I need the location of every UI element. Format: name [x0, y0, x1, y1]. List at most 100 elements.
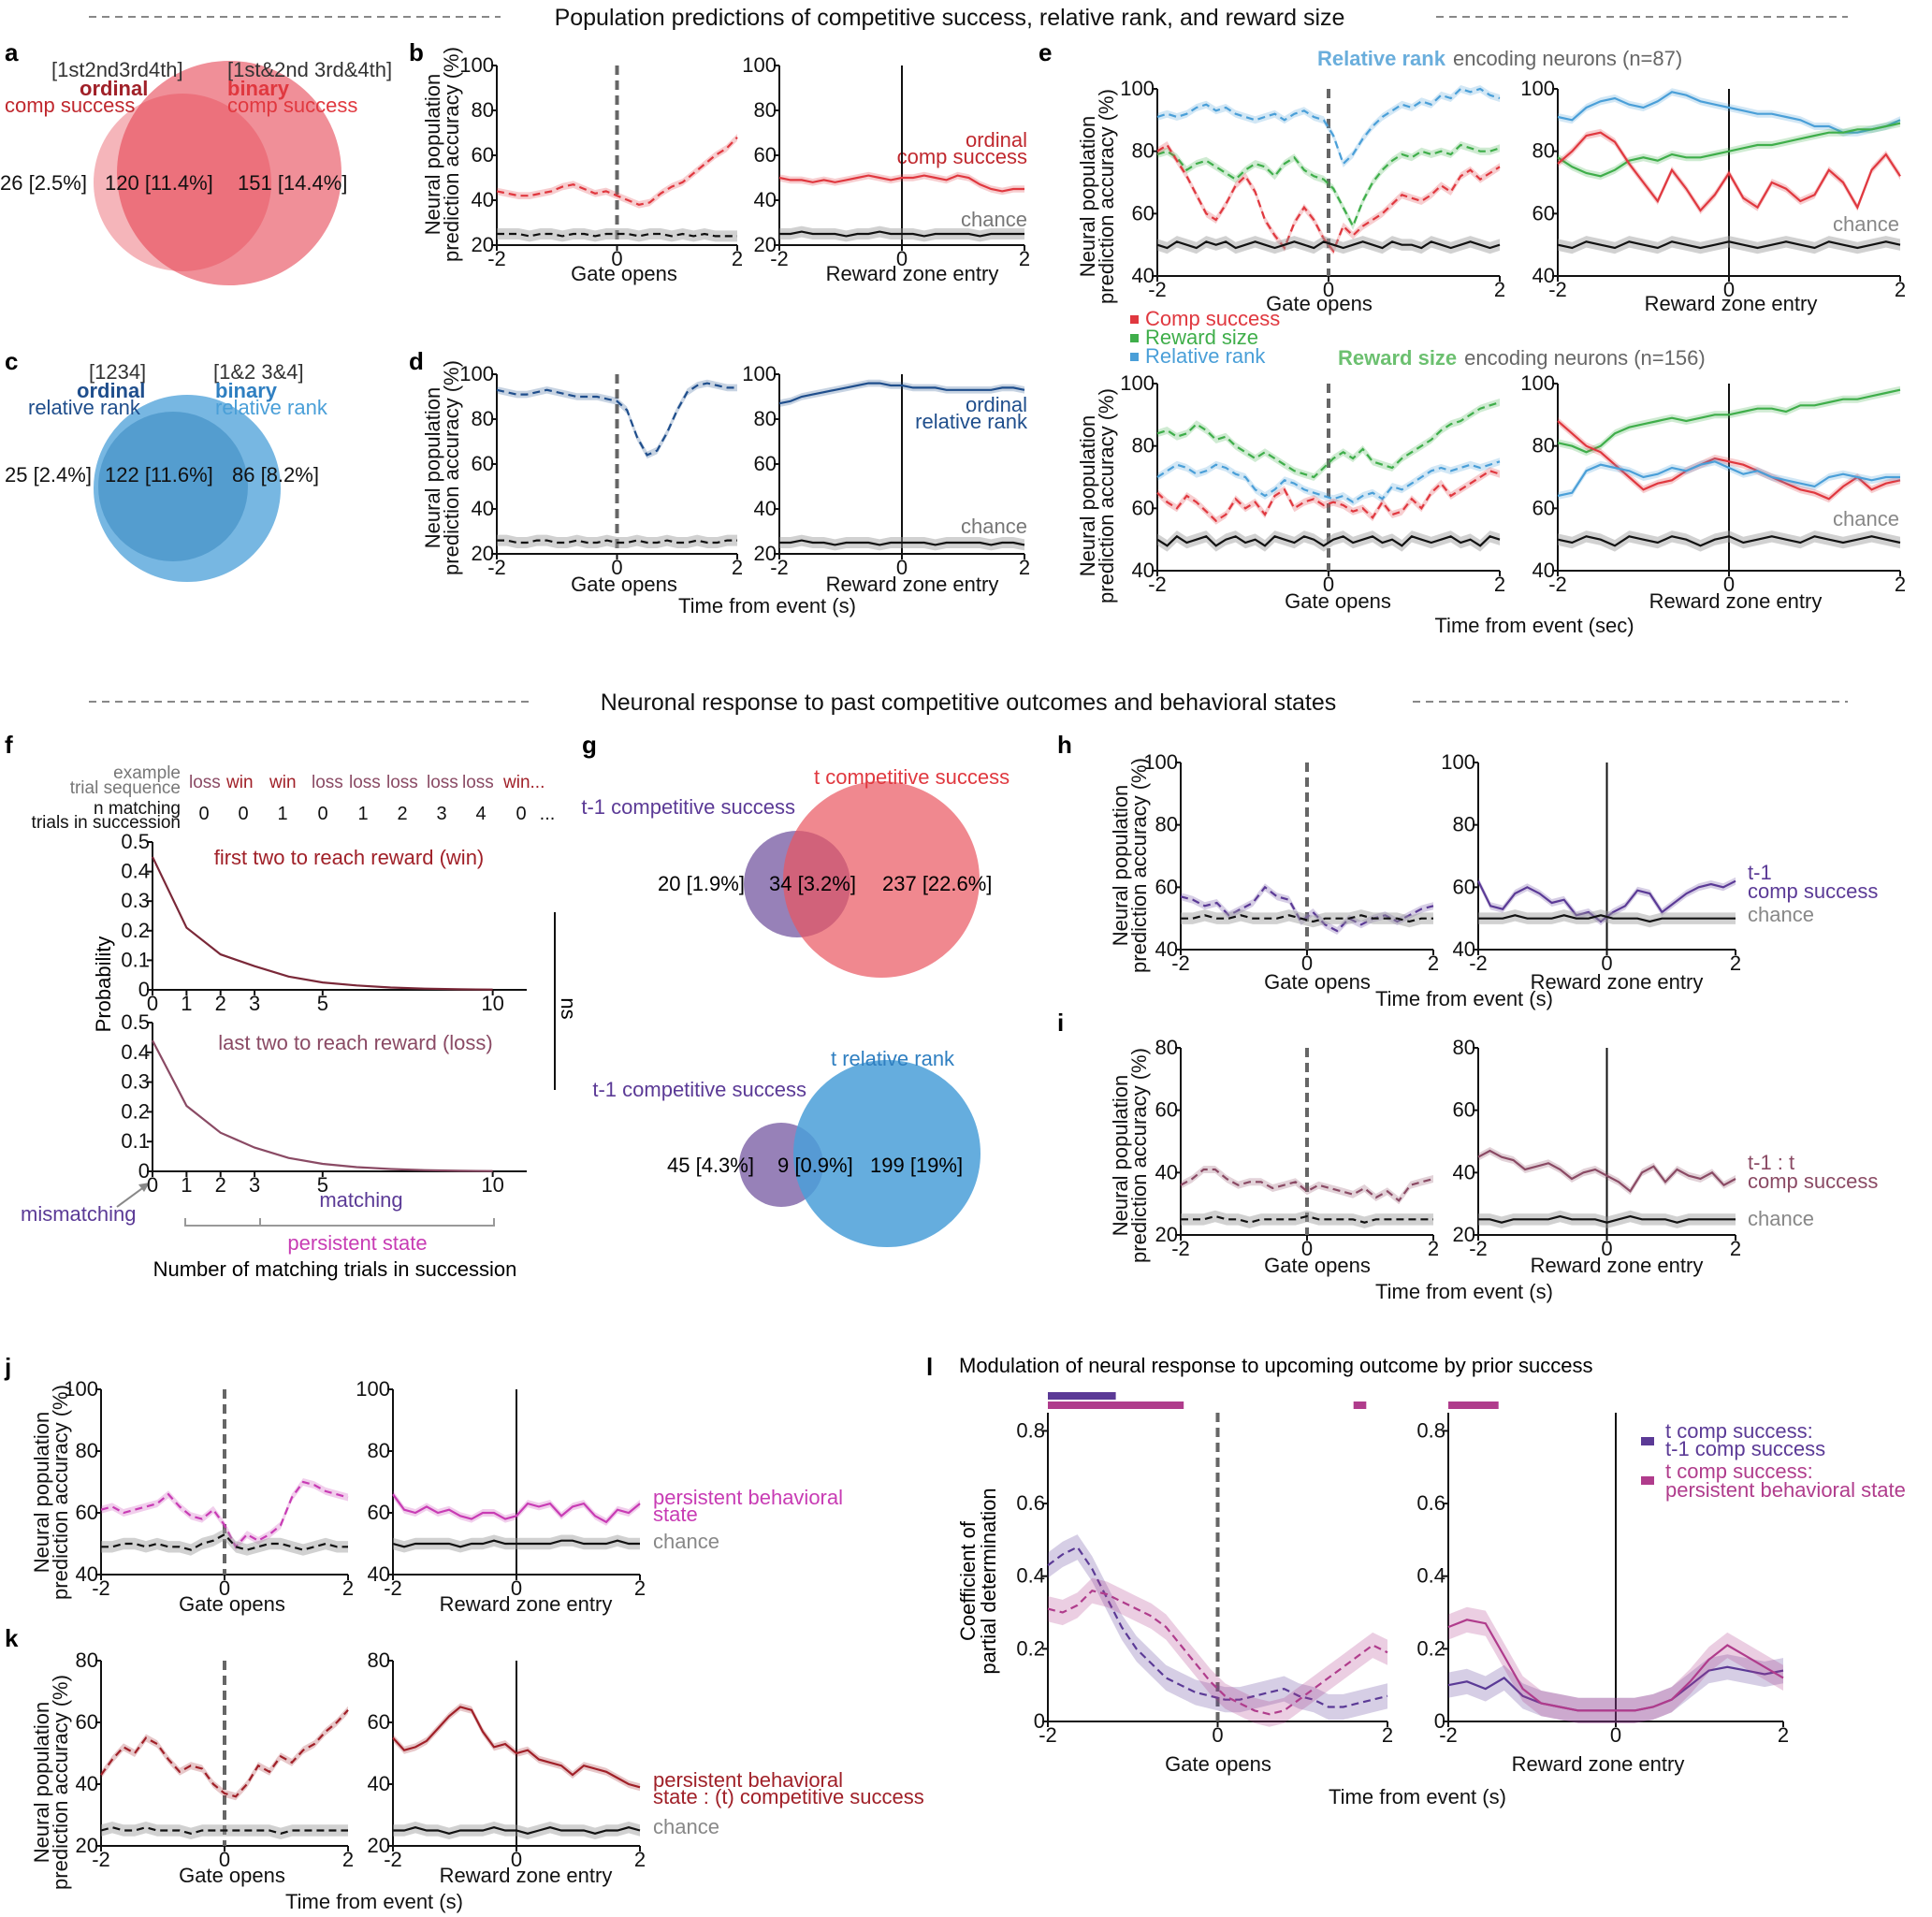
band-ordinal relative rank [779, 379, 1024, 407]
venn-c-left-bracket: [1234] [89, 360, 146, 384]
e-top-title-a: Relative rank [1317, 47, 1446, 70]
y-tick-label: 40 [1155, 1160, 1178, 1184]
venn-c-right-bracket: [1&2 3&4] [213, 360, 304, 384]
significance-bar [1048, 1401, 1184, 1409]
x-tick-label: -2 [770, 247, 789, 270]
e-legend-comp: Comp success [1145, 307, 1280, 330]
x-tick-label: -2 [1171, 1237, 1190, 1260]
series-line-chance [1557, 240, 1901, 250]
band-Comp success [1157, 467, 1500, 525]
band-chance [497, 228, 737, 242]
chart-l-left: 00.20.40.60.8-2 0 2 [1016, 1392, 1393, 1747]
y-tick-label: 100 [459, 53, 494, 77]
venn-a-left-sub: comp success [5, 94, 135, 117]
x-tick-label: 2 [1895, 573, 1906, 596]
x-tick-label: -2 [384, 1848, 402, 1871]
f-mismatch-arrowhead [138, 1183, 150, 1192]
l-legend-1a: t comp success: [1665, 1419, 1813, 1443]
chart-d-right: 20 40 60 80 100 -2 0 2 [742, 362, 1030, 579]
y-tick-label: 100 [742, 53, 777, 77]
x-tick-label: 0 [1301, 1237, 1313, 1260]
x-tick-label: 2 [1382, 1723, 1393, 1747]
band-Comp success [1157, 141, 1500, 255]
x-tick-label: 0 [219, 1848, 230, 1871]
band-chance [1157, 530, 1500, 552]
series-line-chance [100, 1826, 348, 1835]
b-ylabel-1: Neural population [421, 74, 444, 235]
f-seq-count: 1 [277, 804, 287, 824]
e-top-title-b: encoding neurons (n=87) [1453, 47, 1682, 70]
x-tick-label: -2 [1548, 278, 1567, 301]
y-tick-label: 20 [368, 1834, 390, 1857]
panel-letter-g: g [582, 731, 597, 759]
e-top-left-xlabel: Gate opens [1266, 292, 1373, 315]
x-tick-label: 2 [732, 247, 743, 270]
x-tick-label: 2 [1019, 556, 1030, 579]
j-ylabel-2: prediction accuracy (%) [49, 1385, 72, 1600]
series-line-Relative rank [1156, 87, 1501, 166]
venn-a-right-sub: comp success [227, 94, 357, 117]
venn-g-top-n-left: 20 [1.9%] [658, 872, 745, 895]
l-legend-2b: persistent behavioral state [1665, 1478, 1906, 1502]
f-seq-word: loss [312, 773, 343, 792]
x-tick-label: 2 [1428, 951, 1439, 975]
e-bottom-title-a: Reward size [1338, 346, 1457, 370]
venn-circle-binary-rank [94, 395, 281, 582]
y-tick-label: 0.4 [121, 860, 150, 883]
y-tick-label: 0.4 [1016, 1564, 1045, 1588]
k-ylabel-2: prediction accuracy (%) [49, 1675, 72, 1890]
series-line-chance [1156, 534, 1501, 547]
venn-g-top-right-label: t competitive success [814, 765, 1010, 789]
band-Relative rank [1558, 88, 1900, 137]
y-tick-label: 80 [472, 98, 494, 122]
series-line-persistent behavioral state : (t) competitive success [100, 1709, 349, 1798]
k-left-xlabel: Gate opens [179, 1864, 285, 1887]
x-tick-label: 2 [1730, 951, 1741, 975]
x-tick-label: 5 [317, 1173, 328, 1197]
e-top-chance: chance [1833, 212, 1899, 236]
band-Reward size [1558, 119, 1900, 181]
series-line-chance [779, 230, 1024, 238]
y-tick-label: 60 [754, 143, 777, 167]
panel-letter-d: d [409, 347, 424, 375]
x-tick-label: 2 [1494, 278, 1505, 301]
y-tick-label: 40 [76, 1562, 98, 1586]
e2-ylabel-1: Neural population [1076, 415, 1099, 576]
y-tick-label: 20 [76, 1834, 98, 1857]
y-tick-label: 100 [1120, 77, 1155, 100]
x-tick-label: 0 [1301, 951, 1313, 975]
d-left-xlabel: Gate opens [571, 573, 677, 596]
series-line-ordinal relative rank [496, 382, 737, 457]
x-tick-label: -2 [1148, 278, 1167, 301]
band-chance [1478, 909, 1736, 928]
i-right-xlabel: Reward zone entry [1531, 1254, 1704, 1277]
y-tick-label: 0.3 [121, 889, 150, 912]
y-tick-label: 60 [76, 1710, 98, 1734]
band-persistent behavioral state [101, 1478, 348, 1551]
band-chance [1181, 909, 1433, 928]
x-tick-label: 0 [1323, 278, 1334, 301]
band-t comp success: persistent behavioral state [1048, 1577, 1387, 1727]
y-tick-label: 100 [1520, 371, 1555, 395]
x-tick-label: 0 [511, 1576, 522, 1600]
y-tick-label: 20 [472, 233, 494, 256]
series-line-persistent behavioral state [392, 1493, 641, 1524]
f-matching: matching [319, 1188, 402, 1212]
l-time-xlabel: Time from event (s) [1329, 1785, 1506, 1808]
series-line-Relative rank [1557, 460, 1900, 498]
x-tick-label: 2 [1730, 1237, 1741, 1260]
y-tick-label: 80 [76, 1439, 98, 1462]
x-tick-label: 2 [732, 556, 743, 579]
series-line-chance [392, 1539, 640, 1548]
y-tick-label: 100 [1143, 750, 1178, 774]
venn-a-right-title: binary [227, 77, 290, 100]
band-t-1 comp success [1181, 883, 1433, 935]
y-tick-label: 0.5 [121, 1010, 150, 1034]
y-tick-label: 60 [1132, 201, 1155, 225]
x-tick-label: 2 [1494, 573, 1505, 596]
panel-letter-e: e [1039, 38, 1052, 66]
panel-letter-l: l [926, 1353, 933, 1381]
x-tick-label: -2 [487, 556, 506, 579]
series-line-chance [497, 539, 737, 545]
